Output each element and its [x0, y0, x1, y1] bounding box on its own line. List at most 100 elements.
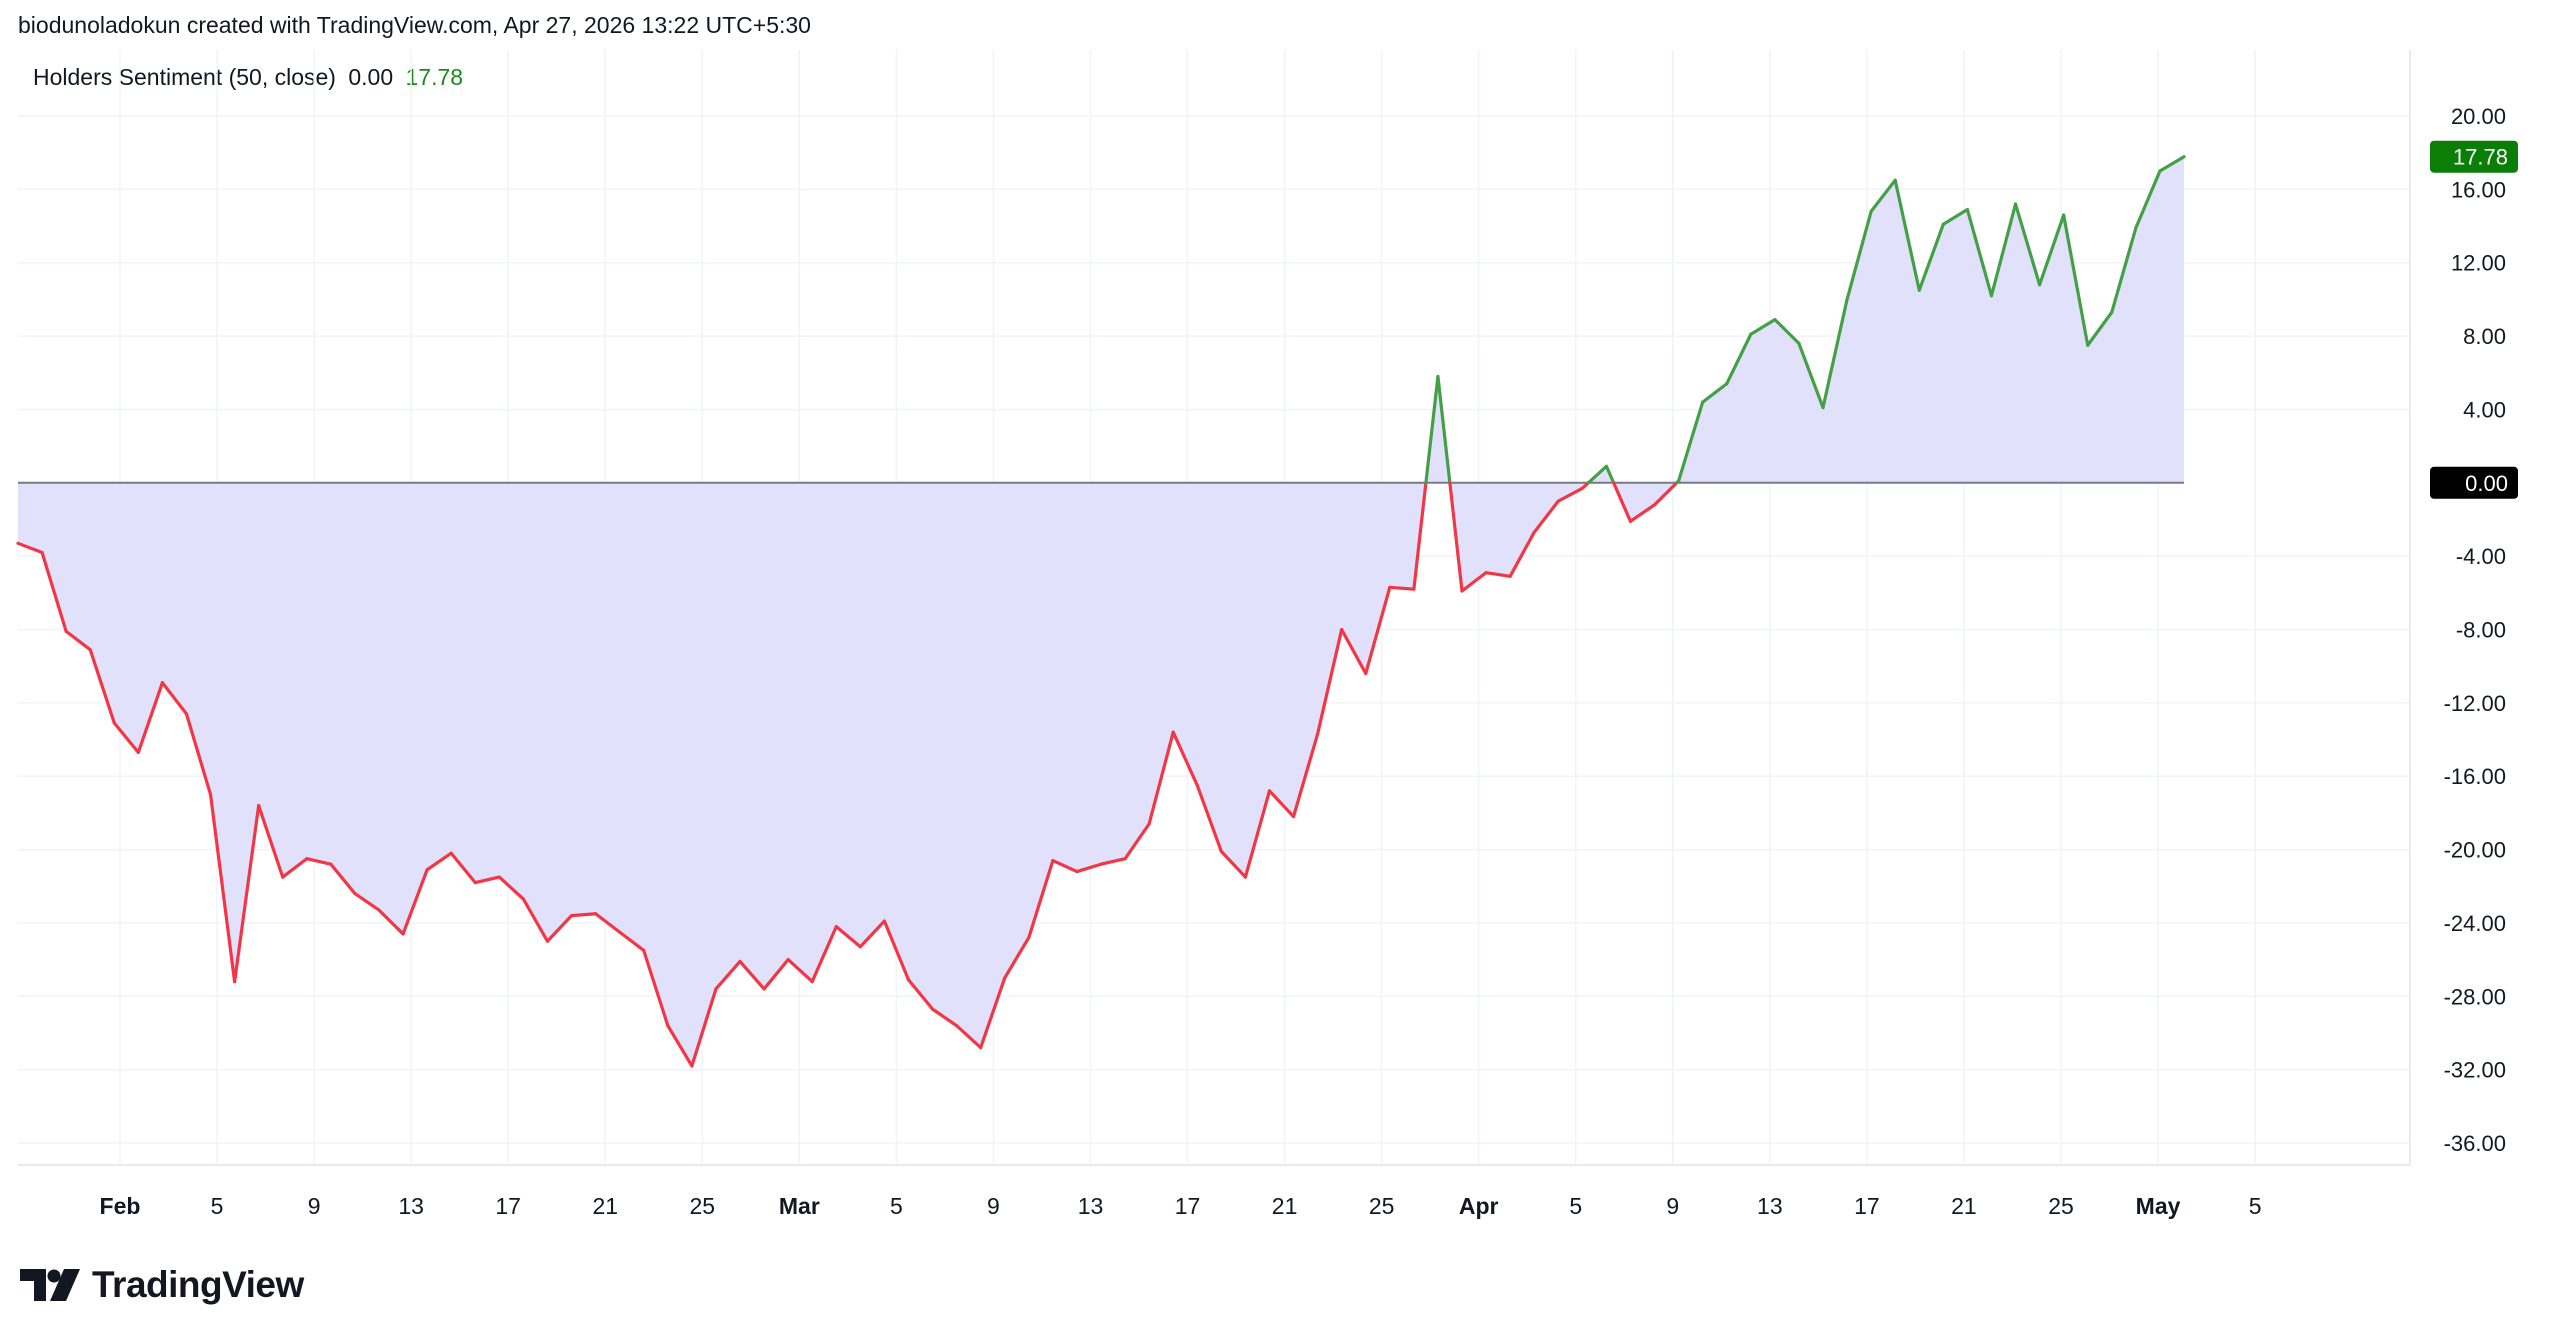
y-tick-label: 20.00	[2451, 104, 2506, 129]
series-segment	[1315, 627, 1344, 736]
series-segment	[1869, 178, 1897, 213]
series-segment	[377, 908, 405, 936]
series-segment	[593, 912, 622, 934]
indicator-value-current: 17.78	[405, 64, 464, 90]
series-segment	[1460, 571, 1488, 593]
plot-frame	[18, 50, 2411, 1166]
x-tick-label: 17	[1175, 1193, 1201, 1219]
y-tick-label: 16.00	[2451, 177, 2506, 202]
series-segment	[810, 924, 838, 984]
x-tick-label: 9	[308, 1193, 321, 1219]
y-tick-label: -16.00	[2444, 764, 2506, 789]
x-tick-label: 17	[1854, 1193, 1880, 1219]
series-segment	[1171, 730, 1199, 787]
y-tick-label: -24.00	[2444, 911, 2506, 936]
x-tick-label: 5	[2249, 1193, 2262, 1219]
series-segment	[2013, 202, 2042, 287]
series-segment	[184, 712, 213, 797]
series-segment	[208, 792, 237, 984]
y-tick-label: 12.00	[2451, 251, 2506, 276]
series-segment	[1821, 297, 1849, 410]
series-segment	[353, 891, 381, 912]
y-tick-label: -20.00	[2444, 838, 2506, 863]
series-segment	[1586, 464, 1609, 485]
series-segment	[136, 681, 164, 754]
series-segment	[858, 919, 887, 949]
last-value-badge-bg	[2430, 140, 2518, 173]
x-tick-label: 5	[211, 1193, 224, 1219]
series-segment	[786, 958, 814, 984]
series-segment	[2062, 213, 2090, 347]
series-segment	[1989, 202, 2018, 298]
x-tick-label: 25	[1369, 1193, 1395, 1219]
series-segment	[1604, 464, 1616, 485]
series-segment	[2037, 213, 2066, 287]
series-segment	[569, 912, 598, 918]
x-tick-label: 5	[1569, 1193, 1582, 1219]
series-segment	[160, 681, 189, 716]
series-segment	[1893, 178, 1921, 292]
x-tick-label: 21	[1951, 1193, 1977, 1219]
x-tick-label: 21	[1272, 1193, 1298, 1219]
x-tick-label: Feb	[100, 1193, 141, 1219]
indicator-value-baseline: 0.00	[348, 64, 394, 90]
series-segment	[112, 721, 140, 754]
series-lines	[16, 155, 2186, 1068]
series-segment	[1556, 486, 1584, 503]
series-segment	[1701, 382, 1729, 404]
series-segment	[16, 541, 44, 555]
series-segment	[1003, 935, 1031, 980]
series-segment	[1340, 627, 1368, 676]
series-segment	[2110, 226, 2138, 314]
series-segment	[1195, 783, 1223, 854]
series-segment	[233, 803, 261, 984]
series-segment	[1749, 317, 1777, 336]
series-segment	[738, 959, 766, 991]
series-segment	[1941, 207, 1970, 226]
x-tick-label: May	[2136, 1193, 2181, 1219]
series-segment	[1448, 481, 1464, 593]
series-segment	[1652, 481, 1679, 507]
tradingview-logo[interactable]: TradingView	[20, 1262, 304, 1308]
series-segment	[1917, 222, 1945, 292]
x-tick-label: 13	[398, 1193, 424, 1219]
series-segment	[1219, 849, 1248, 879]
series-segment	[2086, 310, 2114, 347]
y-tick-label: -8.00	[2456, 618, 2506, 643]
series-segment	[1508, 530, 1536, 578]
tradingview-logo-text: TradingView	[92, 1264, 304, 1305]
x-tick-label: Apr	[1459, 1193, 1499, 1219]
series-segment	[1965, 207, 1994, 298]
series-segment	[834, 924, 862, 949]
series-segment	[882, 919, 911, 982]
x-tick-label: 25	[690, 1193, 716, 1219]
y-tick-label: -32.00	[2444, 1058, 2506, 1083]
x-tick-label: 21	[592, 1193, 618, 1219]
series-segment	[1797, 341, 1825, 410]
x-tick-label: 5	[890, 1193, 903, 1219]
series-segment	[1123, 822, 1151, 861]
indicator-legend[interactable]: Holders Sentiment (50, close) 0.00 17.78	[33, 64, 469, 91]
series-segment	[618, 930, 646, 953]
series-segment	[2158, 155, 2186, 173]
series-segment	[305, 857, 333, 866]
price-badges: 17.78 0.00	[2430, 140, 2518, 499]
series-segment	[1532, 499, 1560, 534]
series-segment	[88, 648, 116, 725]
y-tick-label: -36.00	[2444, 1131, 2506, 1156]
series-segment	[1612, 481, 1633, 523]
x-tick-label: 25	[2048, 1193, 2074, 1219]
series-segment	[401, 868, 429, 936]
series-segment	[979, 976, 1007, 1050]
x-axis[interactable]: Feb 5 9 13 17 21 25 Mar 5 9 13 17 21 25 Apr 5 9 13 17 21 25 M…	[100, 1193, 2262, 1219]
series-segment	[1773, 317, 1801, 346]
y-tick-label: -4.00	[2456, 544, 2506, 569]
series-segment	[521, 897, 550, 943]
series-segment	[257, 803, 285, 879]
y-tick-label: -28.00	[2444, 984, 2506, 1009]
series-segment	[762, 958, 790, 991]
x-tick-label: Mar	[779, 1193, 820, 1219]
y-axis[interactable]: 20.00 16.00 12.00 8.00 4.00 0.00 -4.00 -8.00 -12…	[2444, 104, 2506, 1156]
series-segment	[1628, 503, 1657, 523]
